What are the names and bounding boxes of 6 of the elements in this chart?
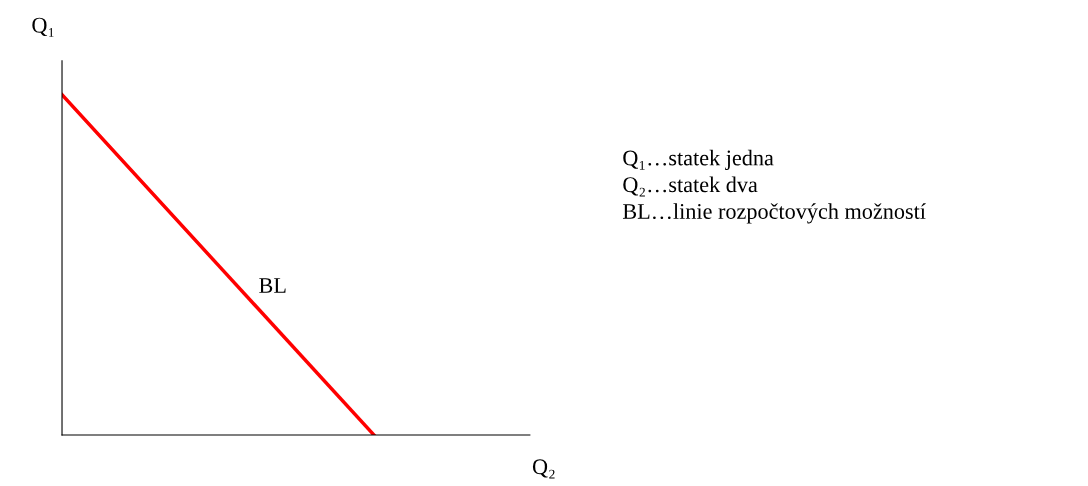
annotation: BL — [259, 278, 286, 293]
y-axis-title: Q₁ — [32, 17, 54, 37]
text: BL…linie rozpočtových možností — [622, 203, 926, 224]
x-axis-title: Q₂ — [532, 459, 555, 479]
text: Q₂…statek dva — [623, 176, 758, 197]
text: Q₁…statek jedna — [623, 149, 774, 170]
